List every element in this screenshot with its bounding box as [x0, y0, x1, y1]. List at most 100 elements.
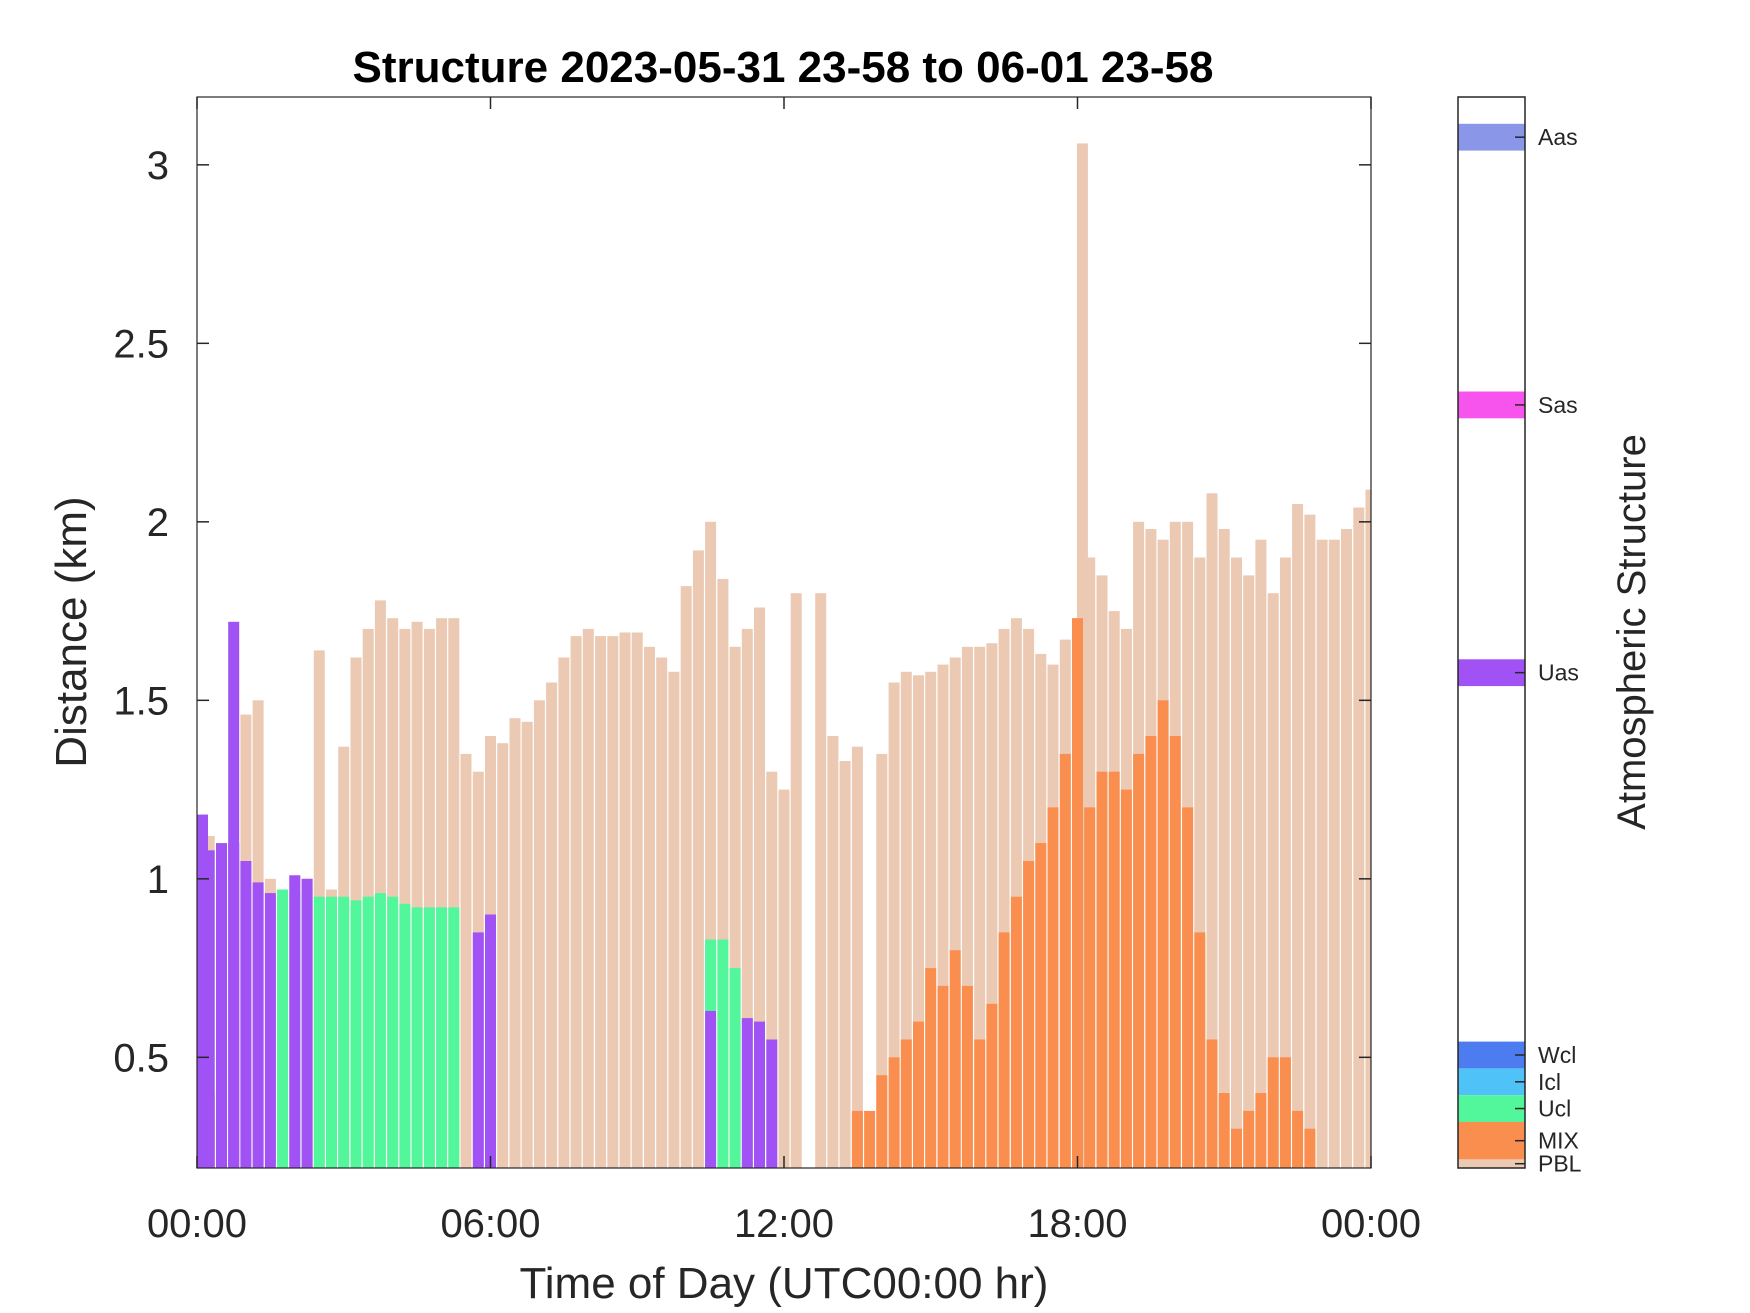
- series-ucl-bar: [338, 896, 350, 1168]
- series-mix-bar: [1218, 1093, 1230, 1168]
- series-pbl-bar: [631, 632, 643, 1168]
- series-mix-bar: [1084, 807, 1096, 1168]
- colorbar-label-aas: Aas: [1538, 124, 1578, 150]
- series-mix-bar: [949, 950, 961, 1168]
- series-pbl-bar: [974, 646, 986, 1168]
- series-pbl-bar: [423, 628, 435, 1168]
- series-pbl-bar: [851, 746, 863, 1168]
- series-mix-bar: [1096, 771, 1108, 1168]
- series-mix-bar: [1157, 700, 1169, 1168]
- series-ucl-bar: [362, 896, 374, 1168]
- series-pbl-bar: [827, 736, 839, 1168]
- series-ucl-bar: [277, 889, 289, 1168]
- series-pbl-bar: [754, 607, 765, 1168]
- series-mix-bar: [1047, 807, 1059, 1168]
- series-pbl-bar: [705, 521, 717, 1168]
- series-ucl-bar: [717, 939, 729, 1168]
- series-mix-bar: [876, 1075, 888, 1168]
- y-tick-label: 0.5: [113, 1036, 169, 1080]
- series-mix-bar: [961, 985, 973, 1168]
- series-layer: [197, 143, 1371, 1169]
- series-uas-bar: [289, 875, 301, 1168]
- series-pbl-bar: [546, 682, 558, 1168]
- colorbar-swatch-sas: [1458, 391, 1525, 419]
- series-mix-bar: [1304, 1128, 1316, 1168]
- y-tick-label: 2.5: [113, 322, 169, 366]
- colorbar-swatch-pbl: [1458, 1159, 1525, 1168]
- y-tick-label: 1.5: [113, 679, 169, 723]
- series-pbl-bar: [399, 628, 411, 1168]
- series-uas-bar: [301, 878, 313, 1168]
- series-pbl-bar: [387, 618, 399, 1168]
- series-uas-bar: [754, 1021, 765, 1168]
- series-mix-bar: [986, 1003, 998, 1168]
- series-mix-bar: [925, 968, 937, 1168]
- series-mix-bar: [1023, 861, 1035, 1168]
- x-tick-label: 00:00: [1321, 1202, 1421, 1246]
- colorbar-label: Atmospheric Structure: [1610, 434, 1654, 830]
- series-pbl-bar: [595, 636, 607, 1168]
- x-tick-label: 00:00: [147, 1202, 247, 1246]
- series-pbl-bar: [986, 643, 998, 1168]
- colorbar-swatch-aas: [1458, 123, 1525, 151]
- series-pbl-bar: [1243, 575, 1255, 1168]
- series-pbl-bar: [509, 718, 521, 1168]
- x-axis: 00:00 06:00 12:00 18:00 00:00: [147, 97, 1421, 1246]
- series-pbl-bar: [778, 789, 790, 1168]
- series-pbl-bar: [668, 671, 680, 1168]
- series-pbl-bar: [1218, 529, 1230, 1168]
- series-pbl-bar: [570, 636, 582, 1168]
- chart-title: Structure 2023-05-31 23-58 to 06-01 23-5…: [353, 43, 1214, 92]
- series-pbl-bar: [558, 657, 570, 1168]
- series-pbl-bar: [448, 618, 460, 1168]
- series-uas-bar: [766, 1039, 778, 1168]
- series-uas-bar: [264, 893, 276, 1168]
- series-pbl-bar: [1341, 529, 1352, 1168]
- series-pbl-bar: [925, 671, 937, 1168]
- series-mix-bar: [1133, 753, 1145, 1168]
- colorbar-swatch-wcl: [1458, 1041, 1525, 1069]
- colorbar-label-ucl: Ucl: [1538, 1096, 1571, 1122]
- colorbar-swatch-uas: [1458, 659, 1525, 687]
- series-pbl-bar: [790, 593, 802, 1168]
- colorbar-label-pbl: PBL: [1538, 1151, 1582, 1177]
- colorbar-swatch-mix: [1458, 1121, 1525, 1160]
- series-pbl-bar: [839, 761, 851, 1168]
- series-mix-bar: [913, 1021, 924, 1168]
- series-pbl-bar: [961, 646, 973, 1168]
- series-mix-bar: [1279, 1057, 1291, 1168]
- series-mix-bar: [851, 1110, 863, 1168]
- series-uas-bar: [240, 861, 252, 1168]
- series-pbl-bar: [1328, 539, 1340, 1168]
- series-ucl-bar: [729, 968, 741, 1168]
- series-pbl-bar: [1353, 507, 1365, 1168]
- series-mix-bar: [1243, 1110, 1255, 1168]
- series-mix-bar: [888, 1057, 900, 1168]
- series-pbl-bar: [1279, 557, 1291, 1168]
- series-pbl-bar: [766, 771, 778, 1168]
- series-pbl-bar: [1010, 618, 1022, 1168]
- series-mix-bar: [1255, 1093, 1267, 1168]
- series-mix-bar: [1169, 736, 1181, 1168]
- series-ucl-bar: [436, 907, 448, 1168]
- series-ucl-bar: [374, 893, 386, 1168]
- x-tick-label: 06:00: [440, 1202, 540, 1246]
- series-pbl-bar: [582, 628, 594, 1168]
- colorbar-label-wcl: Wcl: [1538, 1042, 1576, 1068]
- y-tick-label: 1: [147, 858, 169, 902]
- colorbar-swatch-icl: [1458, 1068, 1525, 1096]
- colorbar-frame: [1457, 96, 1526, 1169]
- series-pbl-bar: [533, 700, 545, 1168]
- series-pbl-bar: [937, 664, 949, 1168]
- x-tick-label: 18:00: [1027, 1202, 1127, 1246]
- series-pbl-bar: [1231, 557, 1242, 1168]
- series-uas-bar: [216, 843, 227, 1168]
- series-ucl-bar: [350, 900, 362, 1169]
- series-pbl-bar: [1292, 504, 1304, 1168]
- series-mix-bar: [1292, 1110, 1304, 1168]
- series-pbl-bar: [900, 671, 912, 1168]
- series-pbl-bar: [374, 600, 386, 1168]
- series-pbl-bar: [717, 578, 729, 1168]
- colorbar-swatch-ucl: [1458, 1095, 1525, 1122]
